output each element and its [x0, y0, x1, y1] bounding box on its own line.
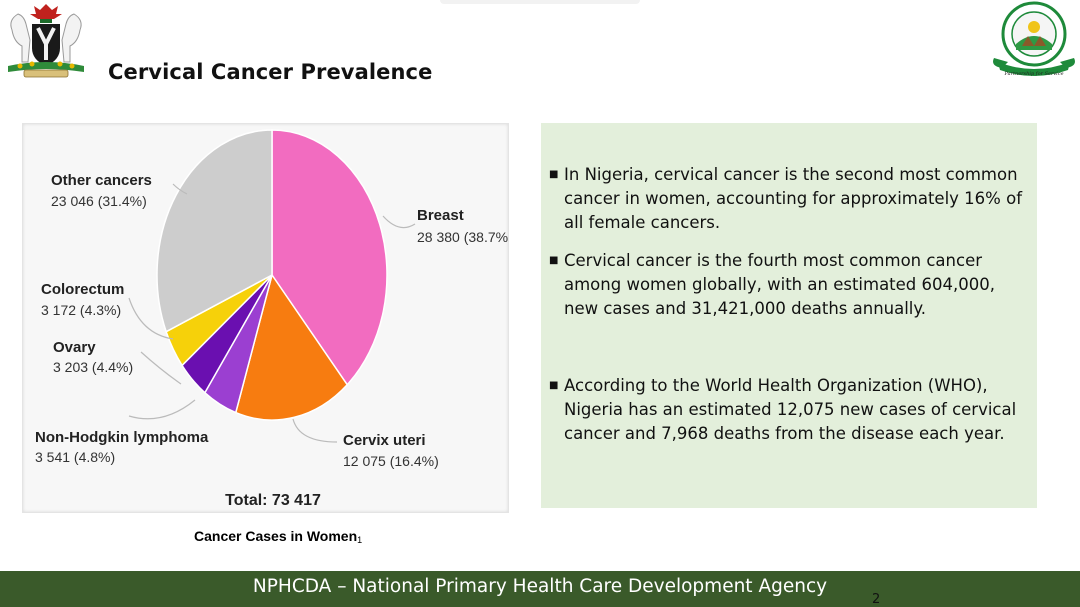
page-number: 2 [872, 592, 881, 607]
bullet-item: ■ Cervical cancer is the fourth most com… [549, 249, 1034, 321]
chart-caption: Cancer Cases in Women1 [194, 528, 362, 545]
bullet-item: ■ According to the World Health Organiza… [549, 374, 1034, 446]
label-value: 3 541 (4.8%) [35, 449, 115, 465]
label-name: Colorectum [41, 281, 124, 298]
pie-slice-cervix-uteri [234, 273, 349, 421]
label-name: Other cancers [51, 172, 152, 189]
label-cervix-uteri: Cervix uteri 12 075 (16.4%) [343, 432, 439, 469]
pie-slice-breast [271, 129, 388, 386]
label-name: Ovary [53, 339, 96, 356]
page-title: Cervical Cancer Prevalence [108, 60, 433, 84]
label-value: 23 046 (31.4%) [51, 193, 147, 209]
footer-text: NPHCDA – National Primary Health Care De… [252, 576, 828, 597]
label-colorectum: Colorectum 3 172 (4.3%) [41, 281, 124, 318]
info-panel: ■ In Nigeria, cervical cancer is the sec… [541, 123, 1037, 508]
bullet-text: According to the World Health Organizati… [564, 376, 1017, 443]
nphcda-seal-logo: Partnership for Service [988, 0, 1080, 82]
label-name: Cervix uteri [343, 432, 426, 449]
label-breast: Breast 28 380 (38.7%) [417, 207, 508, 245]
label-value: 28 380 (38.7%) [417, 229, 508, 245]
bullet-square-icon: ■ [549, 380, 559, 391]
label-value: 12 075 (16.4%) [343, 453, 439, 469]
chart-total: Total: 73 417 [225, 492, 321, 509]
label-other-cancers: Other cancers 23 046 (31.4%) [51, 172, 152, 209]
svg-text:Partnership for Service: Partnership for Service [1003, 71, 1063, 77]
coat-of-arms-logo [2, 0, 90, 80]
top-decoration [440, 0, 640, 4]
bullet-text: In Nigeria, cervical cancer is the secon… [564, 165, 1023, 232]
pie-chart-frame: Other cancers 23 046 (31.4%) Breast 28 3… [22, 123, 509, 513]
bullet-item: ■ In Nigeria, cervical cancer is the sec… [549, 163, 1034, 235]
bullet-square-icon: ■ [549, 255, 559, 266]
caption-text: Cancer Cases in Women [194, 528, 358, 544]
label-name: Non-Hodgkin lymphoma [35, 429, 209, 446]
label-name: Breast [417, 207, 464, 224]
bullet-text: Cervical cancer is the fourth most commo… [564, 251, 995, 318]
bullet-square-icon: ■ [549, 169, 559, 180]
pie-chart: Other cancers 23 046 (31.4%) Breast 28 3… [35, 129, 508, 509]
caption-reference: 1 [357, 535, 363, 545]
pie-slice-other-cancers [156, 129, 273, 333]
footer-bar [0, 571, 1080, 607]
label-value: 3 172 (4.3%) [41, 302, 121, 318]
label-ovary: Ovary 3 203 (4.4%) [53, 339, 133, 375]
label-non-hodgkin-lymphoma: Non-Hodgkin lymphoma 3 541 (4.8%) [35, 429, 209, 465]
label-value: 3 203 (4.4%) [53, 359, 133, 375]
